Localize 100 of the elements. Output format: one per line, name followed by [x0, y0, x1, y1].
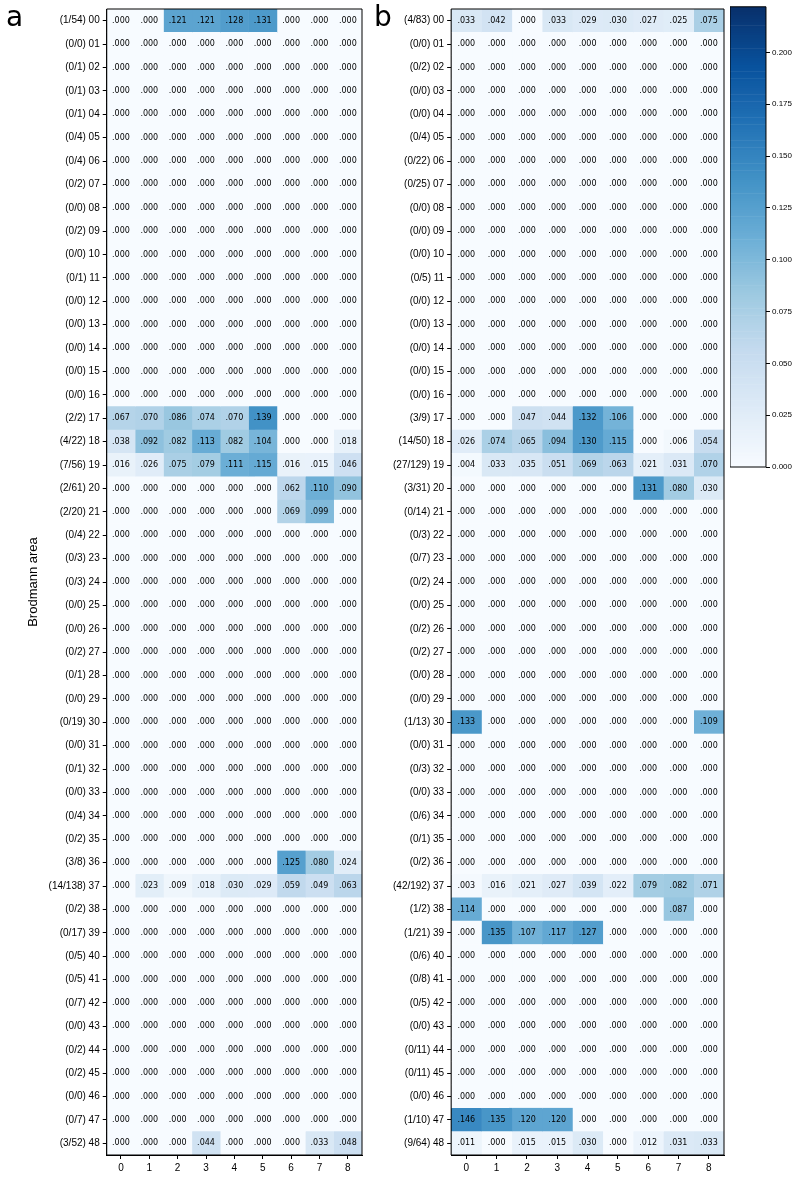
data-label: .000 [338, 109, 357, 119]
data-label: .000 [140, 1091, 159, 1101]
data-label: .000 [140, 202, 159, 212]
data-label: .000 [578, 319, 597, 329]
data-label: .000 [282, 600, 300, 610]
data-label: .133 [457, 717, 476, 727]
data-label: .000 [225, 39, 244, 49]
data-label: .000 [669, 132, 688, 142]
y-tick-label: (0/0) 14 [65, 341, 101, 353]
data-label: .000 [669, 927, 688, 937]
data-label: .000 [282, 273, 300, 283]
data-label: .000 [140, 1115, 159, 1124]
data-label: .000 [487, 366, 506, 376]
data-label: .000 [253, 764, 272, 774]
data-label: .000 [487, 156, 506, 166]
data-label: .000 [518, 647, 536, 657]
data-label: .000 [608, 389, 627, 399]
data-label: .000 [518, 483, 536, 493]
data-label: .000 [225, 226, 244, 236]
data-label: .000 [225, 202, 244, 212]
data-label: .000 [457, 366, 476, 376]
data-label: .000 [140, 226, 159, 236]
data-label: .000 [457, 810, 476, 820]
y-tick-label: (0/4) 22 [65, 528, 101, 540]
data-label: .000 [699, 366, 718, 376]
data-label: .000 [639, 670, 658, 680]
data-label: .000 [608, 694, 627, 704]
data-label: .000 [338, 1021, 357, 1031]
y-tick-label: (0/0) 46 [409, 1090, 445, 1102]
data-label: .000 [669, 1068, 688, 1078]
data-label: .021 [518, 881, 536, 891]
data-label: .000 [253, 226, 272, 236]
data-label: .000 [669, 226, 688, 236]
data-label: .000 [253, 39, 272, 49]
y-tick-label: (0/6) 34 [409, 809, 445, 821]
data-label: .082 [168, 436, 187, 446]
data-label: .000 [608, 553, 627, 563]
data-label: .006 [669, 436, 688, 446]
data-label: .071 [699, 881, 718, 891]
data-label: .000 [457, 62, 476, 72]
data-label: .000 [699, 834, 718, 844]
data-label: .000 [669, 600, 688, 610]
data-label: .000 [699, 998, 718, 1008]
data-label: .000 [578, 553, 597, 563]
data-label: .000 [699, 787, 718, 797]
data-label: .000 [112, 951, 130, 961]
data-label: .000 [578, 670, 597, 680]
data-label: .000 [197, 577, 215, 587]
data-label: .000 [608, 1068, 627, 1078]
data-label: .000 [699, 179, 718, 189]
data-label: .000 [310, 413, 329, 423]
data-label: .000 [253, 366, 272, 376]
data-label: .082 [669, 881, 688, 891]
data-label: .000 [457, 343, 476, 353]
data-label: .000 [282, 1021, 300, 1031]
data-label: .000 [487, 226, 506, 236]
data-label: .000 [487, 39, 506, 49]
data-label: .000 [112, 296, 130, 306]
data-label: .000 [197, 156, 215, 166]
data-label: .000 [487, 249, 506, 259]
data-label: .000 [197, 998, 215, 1008]
color-bar-label: 0.100 [771, 254, 793, 264]
data-label: .000 [699, 273, 718, 283]
data-label: .070 [140, 413, 159, 423]
data-label: .000 [140, 694, 159, 704]
data-label: .000 [487, 670, 506, 680]
data-label: .000 [197, 904, 215, 914]
data-label: .000 [140, 179, 159, 189]
data-label: .000 [253, 1044, 272, 1054]
data-label: .000 [457, 787, 476, 797]
y-tick-label: (0/2) 36 [409, 856, 445, 868]
data-label: .000 [578, 366, 597, 376]
data-label: .000 [225, 506, 244, 516]
data-label: .000 [487, 483, 506, 493]
data-label: .069 [282, 506, 300, 516]
color-bar-label: 0.200 [771, 47, 793, 57]
color-bar-label: 0.150 [771, 151, 793, 161]
data-label: .000 [112, 156, 130, 166]
y-tick-label: (0/0) 46 [65, 1090, 101, 1102]
data-label: .000 [225, 85, 244, 95]
data-label: .000 [457, 39, 476, 49]
data-label: .000 [487, 974, 506, 984]
data-label: .000 [699, 389, 718, 399]
data-label: .000 [197, 366, 215, 376]
color-bar-label: 0.175 [771, 99, 793, 109]
data-label: .000 [608, 343, 627, 353]
data-label: .000 [112, 249, 130, 259]
data-label: .000 [282, 39, 300, 49]
data-label: .000 [457, 109, 476, 119]
y-tick-label: (0/3) 23 [65, 552, 101, 564]
y-tick-label: (0/1) 32 [65, 762, 101, 774]
data-label: .000 [112, 109, 130, 119]
data-label: .000 [518, 319, 536, 329]
data-label: .000 [168, 764, 187, 774]
data-label: .086 [168, 413, 187, 423]
y-tick-label: (0/0) 15 [65, 365, 101, 377]
data-label: .000 [168, 530, 187, 540]
data-label: .000 [639, 436, 658, 446]
color-bar-label: 0.050 [771, 358, 793, 368]
data-label: .114 [457, 904, 476, 914]
